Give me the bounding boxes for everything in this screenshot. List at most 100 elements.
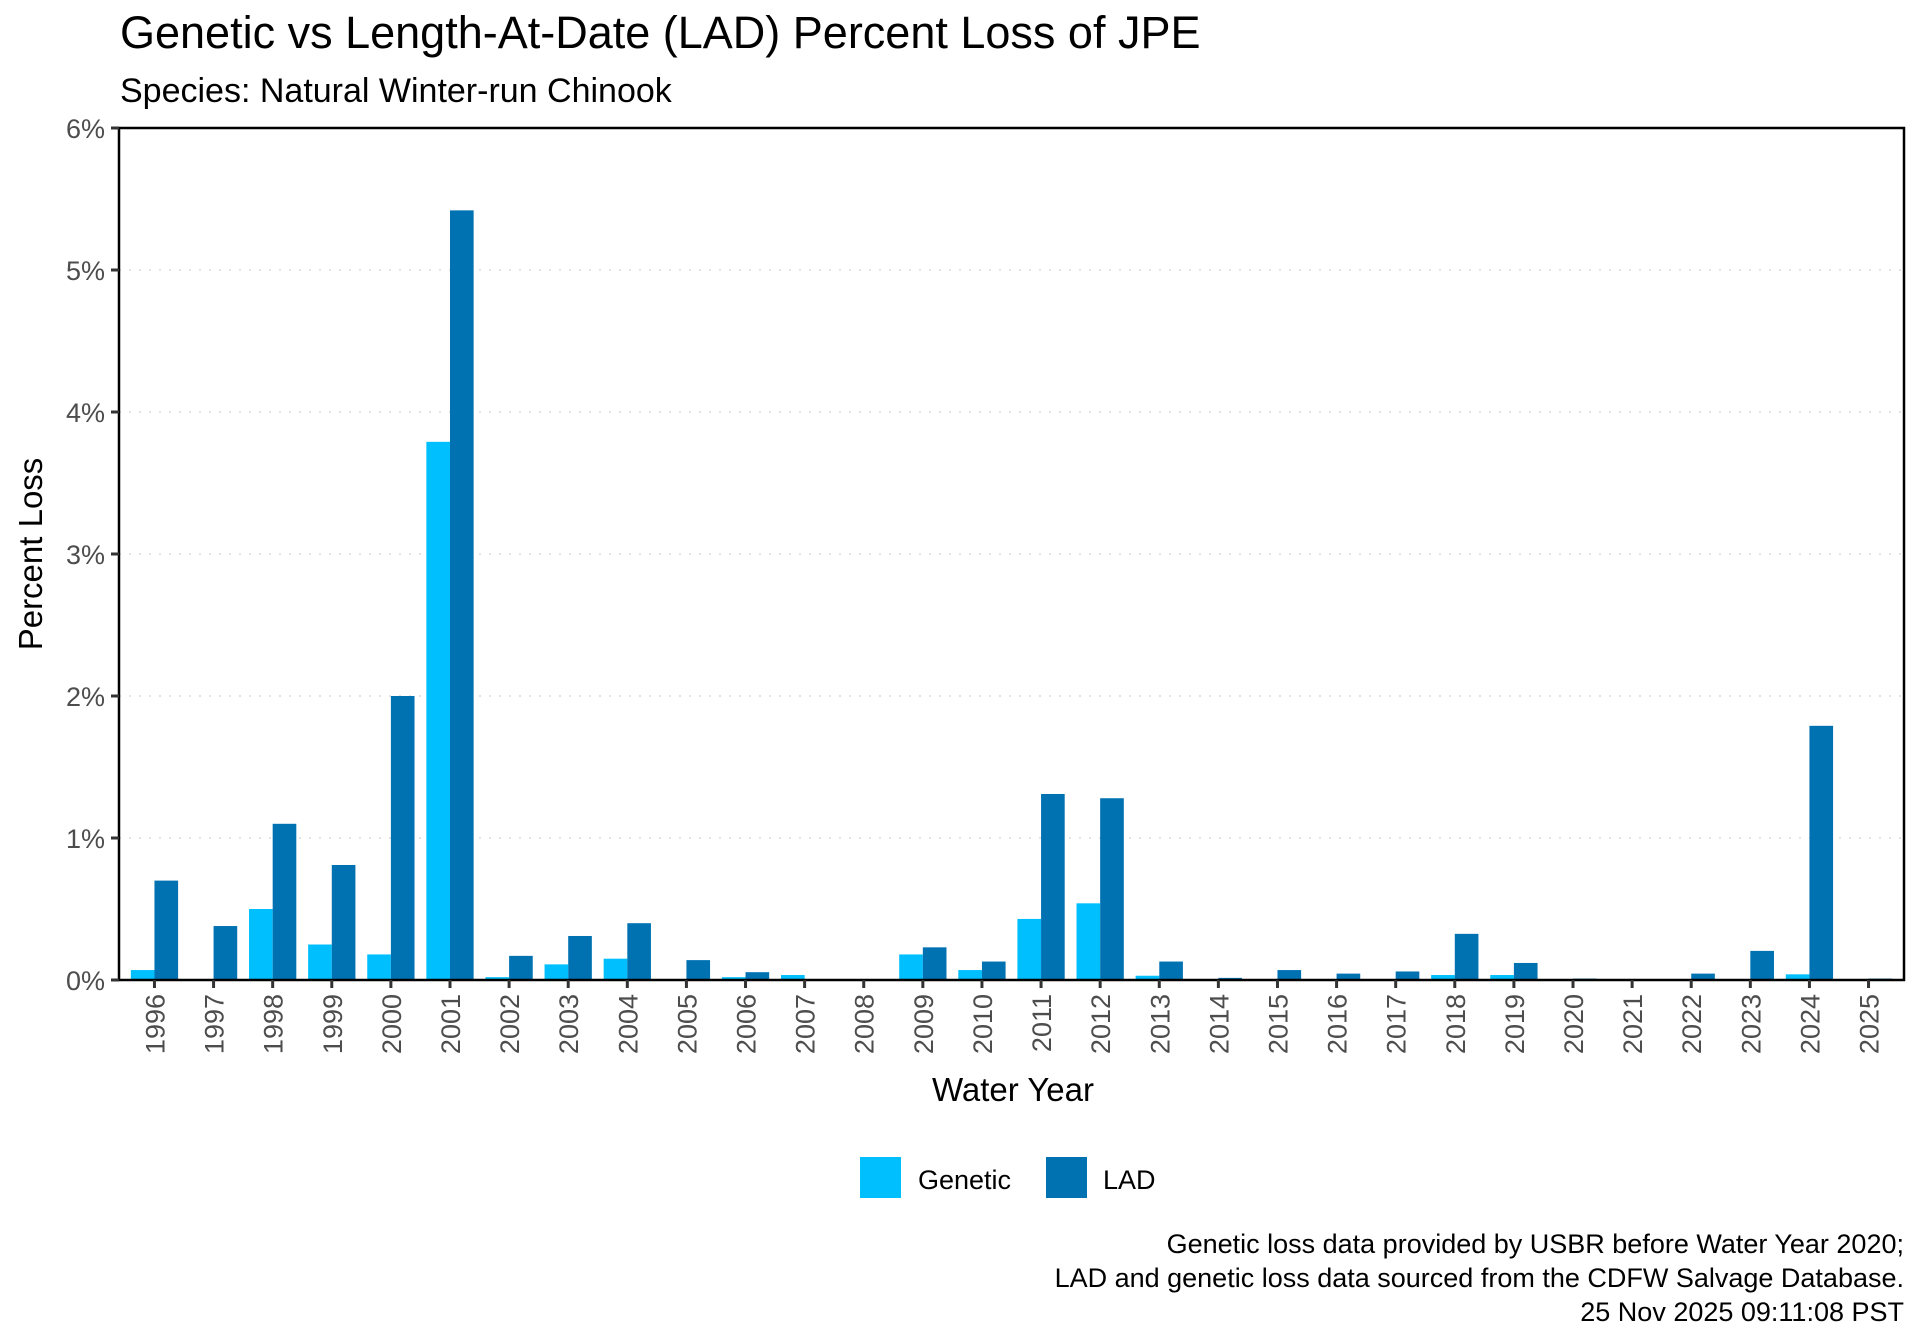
x-tick-label: 2021	[1618, 994, 1648, 1054]
bar-genetic-2009	[899, 954, 923, 980]
x-tick-label: 2008	[850, 994, 880, 1054]
legend-item-lad[interactable]: LAD	[1046, 1157, 1156, 1198]
x-tick-label: 1997	[200, 994, 230, 1054]
bar-lad-2001	[449, 210, 474, 981]
chart-title: Genetic vs Length-At-Date (LAD) Percent …	[120, 7, 1200, 58]
x-tick-label: 2014	[1204, 994, 1234, 1054]
x-tick-label: 2018	[1441, 994, 1471, 1054]
x-tick-label: 2005	[672, 994, 702, 1054]
x-tick-label: 2011	[1027, 994, 1057, 1052]
bar-genetic-2019	[1490, 975, 1514, 980]
y-tick-label: 4%	[66, 398, 105, 428]
bar-lad-2003	[568, 935, 592, 980]
x-axis-title: Water Year	[932, 1071, 1094, 1108]
x-tick-label: 2002	[495, 994, 525, 1054]
bar-lad-2017	[1395, 971, 1420, 980]
x-tick-label: 2017	[1382, 994, 1412, 1054]
x-tick-label: 2007	[791, 994, 821, 1054]
bar-genetic-2004	[603, 958, 628, 980]
x-tick-label: 2020	[1559, 994, 1589, 1054]
x-tick-label: 2004	[613, 994, 643, 1054]
bar-genetic-2024	[1785, 974, 1810, 980]
bar-genetic-2012	[1076, 903, 1101, 980]
caption-line-1: Genetic loss data provided by USBR befor…	[1167, 1229, 1904, 1259]
bar-lad-2024	[1809, 725, 1834, 980]
bar-lad-2023	[1750, 950, 1774, 980]
legend-label-lad: LAD	[1103, 1165, 1156, 1195]
y-tick-label: 0%	[66, 966, 105, 996]
bar-lad-2005	[686, 960, 711, 980]
chart-subtitle: Species: Natural Winter-run Chinook	[120, 72, 673, 110]
bar-lad-1998	[272, 823, 297, 980]
x-tick-label: 2024	[1795, 994, 1825, 1054]
legend-swatch-lad	[1046, 1157, 1087, 1198]
x-axis: 1996 1997 1998 1999 2000 2001 2002 2003 2004 2005…	[140, 980, 1885, 1054]
x-tick-label: 2016	[1323, 994, 1353, 1054]
bar-genetic-1999	[308, 944, 332, 980]
bar-lad-2019	[1513, 962, 1538, 980]
caption: Genetic loss data provided by USBR befor…	[1055, 1229, 1904, 1327]
bar-genetic-2007	[780, 975, 805, 980]
legend-swatch-genetic	[860, 1157, 901, 1198]
bar-lad-2013	[1159, 961, 1183, 980]
bar-lad-2016	[1336, 973, 1361, 980]
y-tick-label: 5%	[66, 256, 105, 286]
bar-lad-2012	[1100, 798, 1124, 980]
x-tick-label: 1996	[140, 994, 170, 1054]
bar-lad-2022	[1691, 973, 1715, 980]
y-axis-title: Percent Loss	[12, 458, 49, 651]
x-tick-label: 2019	[1500, 994, 1530, 1054]
caption-line-2: LAD and genetic loss data sourced from t…	[1055, 1263, 1904, 1293]
x-tick-label: 1999	[318, 994, 348, 1054]
x-tick-label: 2023	[1736, 994, 1766, 1054]
bar-genetic-2018	[1431, 975, 1455, 980]
bar-lad-2002	[509, 955, 533, 980]
legend: Genetic LAD	[860, 1157, 1156, 1198]
bar-genetic-1998	[249, 909, 273, 980]
plot-panel	[117, 126, 1906, 982]
bar-genetic-2002	[485, 977, 510, 980]
x-tick-label: 2013	[1145, 994, 1175, 1054]
y-tick-label: 6%	[66, 114, 105, 144]
bar-genetic-2010	[958, 970, 982, 980]
bar-genetic-2013	[1135, 975, 1160, 980]
y-tick-label: 1%	[66, 824, 105, 854]
bar-genetic-2011	[1017, 918, 1042, 980]
bar-genetic-2001	[426, 441, 450, 980]
x-tick-label: 2000	[377, 994, 407, 1054]
bar-lad-2009	[922, 947, 947, 980]
gridlines	[119, 269, 1904, 839]
bar-lad-1996	[154, 880, 179, 980]
bar-lad-1999	[331, 864, 356, 980]
x-tick-label: 1998	[259, 994, 289, 1054]
x-tick-label: 2010	[968, 994, 998, 1054]
bar-lad-2000	[390, 696, 415, 980]
legend-item-genetic[interactable]: Genetic	[860, 1157, 1011, 1198]
bar-lad-2015	[1277, 970, 1302, 980]
x-tick-label: 2001	[436, 994, 466, 1054]
bar-genetic-1996	[130, 970, 155, 980]
bar-lad-2018	[1454, 933, 1479, 980]
x-tick-label: 2009	[909, 994, 939, 1054]
y-axis: 0% 1% 2% 3% 4% 5% 6%	[66, 114, 119, 996]
y-tick-label: 3%	[66, 540, 105, 570]
bar-genetic-2003	[544, 964, 569, 980]
bar-lad-2011	[1041, 793, 1065, 980]
bars	[130, 210, 1893, 981]
bar-genetic-2006	[721, 977, 746, 980]
bar-lad-2010	[981, 961, 1006, 980]
x-tick-label: 2003	[554, 994, 584, 1054]
x-tick-label: 2015	[1263, 994, 1293, 1054]
caption-line-3: 25 Nov 2025 09:11:08 PST	[1580, 1297, 1904, 1327]
x-tick-label: 2012	[1086, 994, 1116, 1054]
x-tick-label: 2006	[732, 994, 762, 1054]
bar-genetic-2000	[367, 954, 391, 980]
x-tick-label: 2022	[1677, 994, 1707, 1054]
bar-lad-2006	[745, 972, 770, 980]
bar-lad-1997	[213, 926, 238, 980]
bar-lad-2004	[627, 923, 651, 980]
legend-label-genetic: Genetic	[918, 1165, 1011, 1195]
y-tick-label: 2%	[66, 682, 105, 712]
x-tick-label: 2025	[1855, 994, 1885, 1054]
